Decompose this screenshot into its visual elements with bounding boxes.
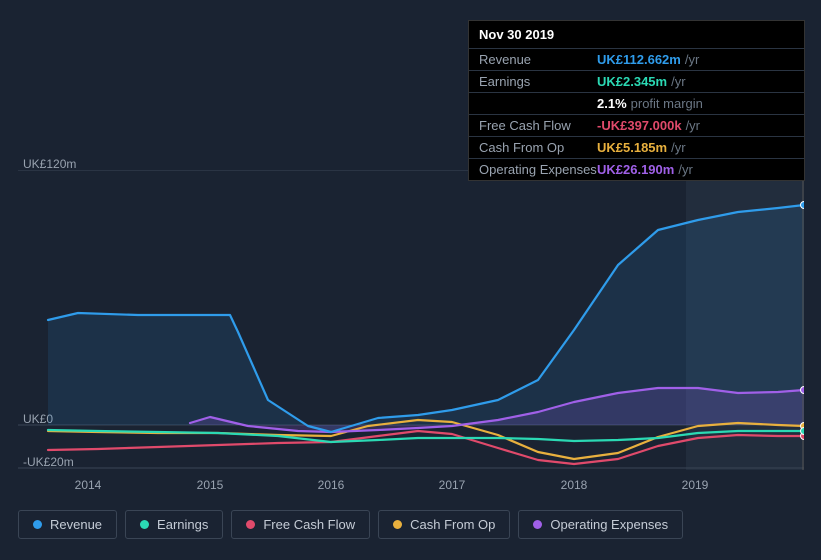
legend-item-cash_from_op[interactable]: Cash From Op bbox=[378, 510, 510, 539]
tooltip-row-label: Revenue bbox=[479, 52, 597, 67]
x-axis-label: 2015 bbox=[197, 478, 224, 492]
tooltip-row-unit: /yr bbox=[678, 162, 692, 177]
tooltip-row-label: Earnings bbox=[479, 74, 597, 89]
legend-swatch bbox=[393, 520, 402, 529]
tooltip-row-unit: profit margin bbox=[631, 96, 703, 111]
legend-swatch bbox=[533, 520, 542, 529]
tooltip-row-value: UK£26.190m bbox=[597, 162, 674, 177]
tooltip-row-unit: /yr bbox=[671, 140, 685, 155]
tooltip-row-unit: /yr bbox=[671, 74, 685, 89]
tooltip-row-unit: /yr bbox=[686, 118, 700, 133]
tooltip-row: Free Cash Flow-UK£397.000k/yr bbox=[469, 114, 804, 136]
tooltip-row-unit: /yr bbox=[685, 52, 699, 67]
tooltip-row-value: -UK£397.000k bbox=[597, 118, 682, 133]
x-axis-label: 2017 bbox=[439, 478, 466, 492]
chart-legend: Revenue Earnings Free Cash Flow Cash From O… bbox=[18, 510, 683, 539]
legend-label: Earnings bbox=[157, 517, 208, 532]
chart-tooltip: Nov 30 2019 RevenueUK£112.662m/yrEarning… bbox=[468, 20, 805, 181]
tooltip-row-label: Operating Expenses bbox=[479, 162, 597, 177]
legend-label: Operating Expenses bbox=[550, 517, 668, 532]
y-axis-label: UK£120m bbox=[23, 157, 76, 171]
legend-label: Revenue bbox=[50, 517, 102, 532]
legend-item-opex[interactable]: Operating Expenses bbox=[518, 510, 683, 539]
tooltip-row: Operating ExpensesUK£26.190m/yr bbox=[469, 158, 804, 180]
plot-area bbox=[18, 170, 804, 470]
line-chart: UK£120mUK£0-UK£20m 201420152016201720182… bbox=[18, 150, 804, 490]
tooltip-row-value: UK£112.662m bbox=[597, 52, 681, 67]
tooltip-row-value: 2.1% bbox=[597, 96, 627, 111]
legend-item-revenue[interactable]: Revenue bbox=[18, 510, 117, 539]
legend-swatch bbox=[246, 520, 255, 529]
tooltip-row: EarningsUK£2.345m/yr bbox=[469, 70, 804, 92]
tooltip-row-label: Free Cash Flow bbox=[479, 118, 597, 133]
x-axis-label: 2014 bbox=[75, 478, 102, 492]
legend-item-earnings[interactable]: Earnings bbox=[125, 510, 223, 539]
x-axis-label: 2016 bbox=[318, 478, 345, 492]
tooltip-row: Cash From OpUK£5.185m/yr bbox=[469, 136, 804, 158]
tooltip-row: RevenueUK£112.662m/yr bbox=[469, 48, 804, 70]
tooltip-row-label: Cash From Op bbox=[479, 140, 597, 155]
tooltip-date: Nov 30 2019 bbox=[469, 21, 804, 48]
tooltip-row-value: UK£2.345m bbox=[597, 74, 667, 89]
tooltip-row-value: UK£5.185m bbox=[597, 140, 667, 155]
legend-swatch bbox=[33, 520, 42, 529]
tooltip-row-label bbox=[479, 96, 597, 111]
tooltip-rows: RevenueUK£112.662m/yrEarningsUK£2.345m/y… bbox=[469, 48, 804, 180]
x-axis-label: 2019 bbox=[682, 478, 709, 492]
legend-item-fcf[interactable]: Free Cash Flow bbox=[231, 510, 370, 539]
tooltip-row: 2.1% profit margin bbox=[469, 92, 804, 114]
x-axis-label: 2018 bbox=[561, 478, 588, 492]
legend-label: Free Cash Flow bbox=[263, 517, 355, 532]
legend-label: Cash From Op bbox=[410, 517, 495, 532]
legend-swatch bbox=[140, 520, 149, 529]
